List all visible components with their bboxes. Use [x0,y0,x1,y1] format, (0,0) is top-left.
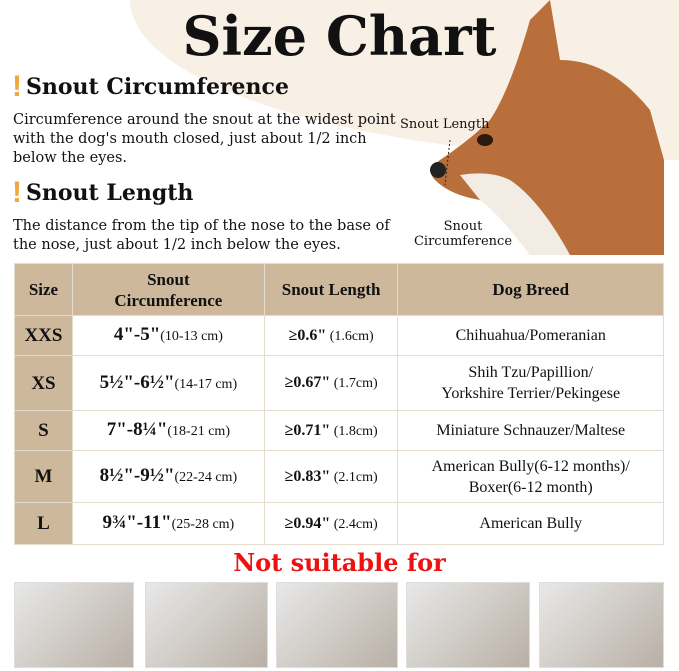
breed-cell: Shih Tzu/Papillion/Yorkshire Terrier/Pek… [397,355,664,411]
breed-cell: American Bully(6-12 months)/ Boxer(6-12 m… [397,450,664,503]
circ-inches: 7"-8¼" [106,419,168,440]
table-row: XXS 4"-5"(10-13 cm) ≥0.6" (1.6cm) Chihua… [14,315,664,356]
header-length: Snout Length [263,263,399,316]
breed-line: American Bully [479,515,583,532]
section-heading: ! Snout Length [12,176,193,210]
snout-circumference-label: Snout Circumference [413,219,513,249]
dog-photo-pug [276,582,398,668]
dog-photo-bull-terrier [14,582,134,668]
size-cell: L [14,502,73,545]
not-suitable-heading: Not suitable for [233,548,446,577]
section-heading: ! Snout Circumference [12,70,289,104]
len-cm: (1.6cm) [326,328,374,344]
header-size: Size [14,263,73,316]
circumference-cell: 9¾"-11"(25-28 cm) [71,502,265,545]
circumference-cell: 7"-8¼"(18-21 cm) [71,410,265,451]
len-inches: ≥0.94" [284,514,331,532]
section-text: Circumference around the snout at the wi… [13,112,396,166]
circ-cm: (18-21 cm) [167,424,230,439]
exclamation-icon: ! [12,70,22,103]
size-cell: XXS [14,315,73,356]
heading-text: Snout Length [26,180,194,206]
len-inches: ≥0.67" [284,374,331,391]
breed-cell: American Bully [397,502,664,545]
circ-inches: 8½"-9½" [99,465,175,486]
length-cell: ≥0.83" (2.1cm) [263,450,399,503]
length-cell: ≥0.6" (1.6cm) [263,315,399,356]
breed-cell: Miniature Schnauzer/Maltese [397,410,664,451]
table-row: M 8½"-9½"(22-24 cm) ≥0.83" (2.1cm) Ameri… [14,450,664,503]
table-row: S 7"-8¼"(18-21 cm) ≥0.71" (1.8cm) Miniat… [14,410,664,451]
snout-length-label: Snout Length [400,117,490,132]
size-cell: S [14,410,73,451]
table-row: L 9¾"-11"(25-28 cm) ≥0.94" (2.4cm) Ameri… [14,502,664,545]
len-inches: ≥0.71" [284,421,331,439]
circ-cm: (14-17 cm) [174,376,238,392]
circ-inches: 5½"-6½" [99,371,175,393]
breed-line: Boxer(6-12 month) [468,478,593,496]
breed-line: American Bully(6-12 months)/ [431,457,630,475]
circ-inches: 9¾"-11" [102,512,172,533]
dog-photo-french-bulldog [539,582,664,668]
length-cell: ≥0.67" (1.7cm) [263,355,399,411]
length-cell: ≥0.94" (2.4cm) [263,502,399,545]
circ-inches: 4"-5" [113,324,161,345]
circ-cm: (22-24 cm) [174,470,238,485]
breed-line: Miniature Schnauzer/Maltese [436,422,626,439]
breed-cell: Chihuahua/Pomeranian [397,315,664,356]
length-cell: ≥0.71" (1.8cm) [263,410,399,451]
circ-cm: (10-13 cm) [160,329,223,344]
size-table: Size Snout Circumference Snout Length Do… [14,263,664,545]
table-header: Size Snout Circumference Snout Length Do… [14,263,664,316]
len-cm: (1.8cm) [330,423,378,439]
dog-photo-boston-terrier [406,582,530,668]
breed-line: Chihuahua/Pomeranian [455,327,606,344]
len-cm: (2.4cm) [330,516,378,532]
circumference-cell: 4"-5"(10-13 cm) [71,315,265,356]
header-breed: Dog Breed [397,263,664,316]
section-text: The distance from the tip of the nose to… [13,218,390,253]
len-inches: ≥0.83" [284,467,331,485]
len-cm: (1.7cm) [330,376,378,391]
exclamation-icon: ! [12,176,22,209]
page-title: Size Chart [182,4,497,68]
dog-photo [430,0,664,255]
len-cm: (2.1cm) [330,469,378,485]
header-circumference: Snout Circumference [71,263,265,316]
breed-line: Shih Tzu/Papillion/ [468,364,594,381]
circumference-cell: 5½"-6½"(14-17 cm) [71,355,265,411]
heading-text: Snout Circumference [26,74,289,100]
table-row: XS 5½"-6½"(14-17 cm) ≥0.67" (1.7cm) Shih… [14,355,664,411]
dog-photo-bulldog [145,582,268,668]
len-inches: ≥0.6" [288,326,327,344]
circ-cm: (25-28 cm) [171,517,235,532]
size-cell: XS [14,355,73,411]
size-cell: M [14,450,73,503]
breed-line: Yorkshire Terrier/Pekingese [441,385,621,402]
circumference-cell: 8½"-9½"(22-24 cm) [71,450,265,503]
